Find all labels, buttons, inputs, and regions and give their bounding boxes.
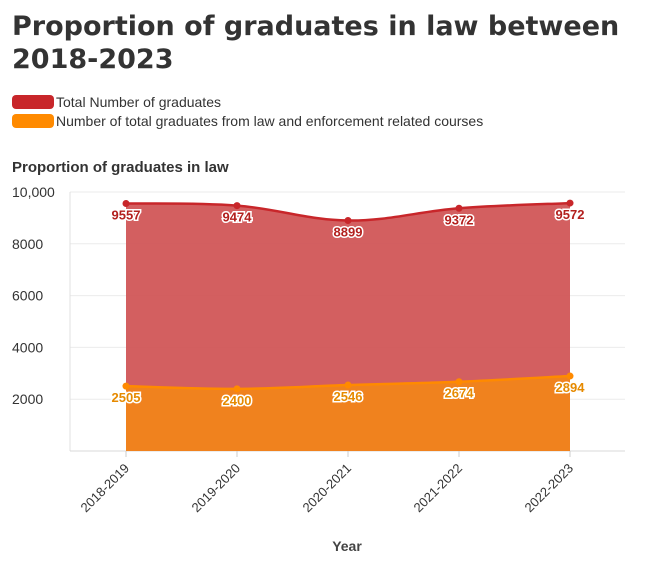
legend-item-total[interactable]: Total Number of graduates: [12, 92, 483, 111]
data-label-total: 8899: [334, 225, 363, 240]
data-label-law: 2546: [334, 389, 363, 404]
x-tick-label: 2021-2022: [411, 461, 466, 516]
data-label-law: 2505: [112, 390, 141, 405]
chart-subtitle: Proportion of graduates in law: [12, 159, 229, 176]
area-chart: Proportion of graduates in law 2000 4000 6…: [12, 159, 625, 554]
area-law: [126, 376, 570, 451]
point-total: [566, 199, 574, 207]
legend-item-law[interactable]: Number of total graduates from law and e…: [12, 111, 483, 130]
x-tick-label: 2022-2023: [522, 461, 577, 516]
x-tick-label: 2020-2021: [300, 461, 355, 516]
y-tick-label: 4000: [12, 339, 43, 355]
point-total: [233, 202, 241, 210]
point-law: [344, 381, 352, 389]
chart-area: Proportion of graduates in law 2000 4000 6…: [0, 150, 647, 570]
point-total: [455, 204, 463, 212]
y-tick-label: 2000: [12, 391, 43, 407]
data-label-total: 9572: [556, 207, 585, 222]
x-tick-label: 2019-2020: [189, 461, 244, 516]
legend-swatch-law: [12, 113, 54, 128]
data-label-law: 2894: [556, 380, 586, 395]
data-label-total: 9474: [223, 210, 253, 225]
data-label-law: 2674: [445, 386, 475, 401]
y-tick-label: 6000: [12, 288, 43, 304]
x-axis-title: Year: [332, 538, 362, 554]
data-label-law: 2400: [223, 393, 252, 408]
point-law: [122, 382, 130, 390]
x-tick-label: 2018-2019: [78, 461, 133, 516]
chart-title: Proportion of graduates in law between 2…: [12, 11, 620, 75]
legend-label-law: Number of total graduates from law and e…: [56, 112, 484, 129]
x-axis: 2018-2019 2019-2020 2020-2021 2021-2022 2022…: [78, 451, 577, 516]
point-total: [344, 217, 352, 225]
legend-swatch-total: [12, 94, 54, 109]
data-label-total: 9557: [112, 207, 141, 222]
point-law: [566, 372, 574, 380]
point-total: [122, 199, 130, 207]
legend-label-total: Total Number of graduates: [56, 93, 221, 110]
y-tick-label: 10,000: [12, 184, 55, 200]
y-tick-label: 8000: [12, 236, 43, 252]
legend: Total Number of graduates Number of tota…: [12, 92, 483, 130]
data-label-total: 9372: [445, 212, 474, 227]
point-law: [455, 378, 463, 386]
point-law: [233, 385, 241, 393]
y-axis: 2000 4000 6000 8000 10,000: [12, 184, 55, 407]
series-areas: [122, 199, 574, 451]
data-labels: 9557 9474 8899 9372 9572 2505 2400 2546 2674 2894: [110, 206, 587, 410]
